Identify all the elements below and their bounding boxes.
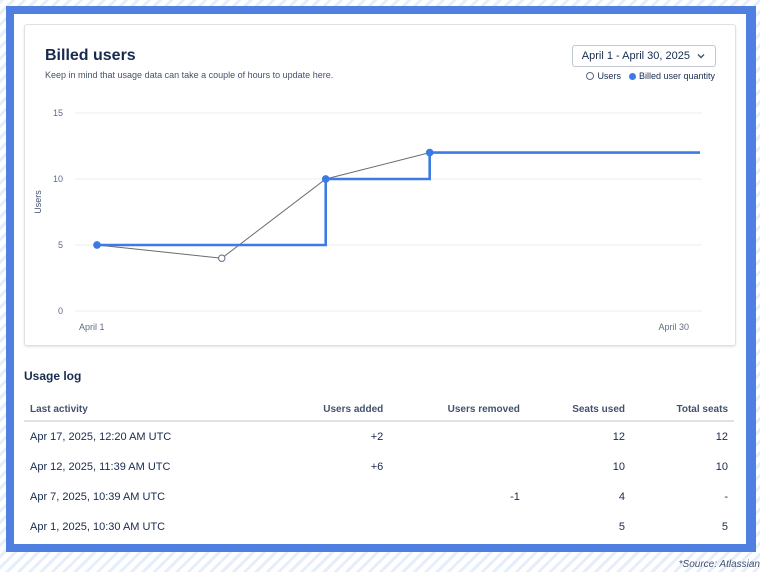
legend-item-billed[interactable]: Billed user quantity (628, 71, 715, 81)
table-row: Apr 1, 2025, 10:30 AM UTC 5 5 (24, 512, 734, 542)
table-row: Apr 12, 2025, 11:39 AM UTC +6 10 10 (24, 452, 734, 482)
x-tick-label: April 30 (658, 322, 689, 332)
column-header: Users removed (389, 398, 526, 422)
card-title: Billed users (45, 47, 136, 64)
table-cell: 10 (715, 461, 728, 473)
billed-users-chart: 0 5 10 15 Users April 1 April 30 (33, 108, 702, 332)
column-header: Last activity (24, 398, 273, 422)
legend-label: Billed user quantity (638, 71, 715, 81)
data-point-users (218, 254, 226, 262)
series-line-users (96, 152, 430, 259)
column-header: Seats used (525, 398, 631, 422)
legend-label: Users (597, 71, 621, 81)
table-cell (272, 512, 389, 542)
billed-users-card: Billed users Keep in mind that usage dat… (24, 24, 736, 346)
y-tick-label: 0 (58, 306, 63, 316)
column-header: Users added (272, 398, 390, 422)
data-point-billed (321, 175, 330, 183)
y-tick-label: 5 (58, 240, 63, 250)
y-axis-label: Users (33, 190, 43, 214)
table-row: Apr 17, 2025, 12:20 AM UTC +2 12 12 (24, 421, 734, 452)
table-cell: 12 (612, 431, 625, 443)
table-cell (272, 482, 389, 512)
y-tick-label: 15 (53, 108, 63, 118)
table-cell: -1 (510, 491, 520, 503)
filled-circle-icon (628, 72, 636, 80)
table-cell: +6 (370, 461, 384, 473)
source-caption: *Source: Atlassian (678, 559, 760, 570)
card-subtitle: Keep in mind that usage data can take a … (45, 70, 334, 80)
usage-log-table: Last activity Users added Users removed Sea… (24, 398, 734, 542)
table-cell (389, 421, 526, 452)
chevron-down-icon (697, 54, 705, 59)
data-point-billed (93, 241, 101, 249)
data-point-billed (425, 148, 434, 157)
table-cell (389, 512, 526, 542)
open-circle-icon (586, 72, 595, 80)
table-cell: Apr 17, 2025, 12:20 AM UTC (30, 431, 172, 443)
table-cell: 5 (721, 521, 728, 533)
table-cell: 4 (618, 491, 625, 503)
table-row: Apr 7, 2025, 10:39 AM UTC -1 4 - (24, 482, 734, 512)
table-cell: 5 (618, 521, 625, 533)
table-cell: +2 (370, 431, 384, 443)
legend-item-users[interactable]: Users (586, 71, 621, 81)
y-tick-label: 10 (53, 174, 63, 184)
table-cell: Apr 7, 2025, 10:39 AM UTC (30, 491, 166, 503)
table-cell (389, 452, 526, 482)
table-body: Apr 17, 2025, 12:20 AM UTC +2 12 12 Apr 12, … (24, 421, 734, 542)
date-range-dropdown[interactable]: April 1 - April 30, 2025 (571, 45, 716, 67)
column-header: Total seats (631, 398, 734, 422)
table-cell: Apr 12, 2025, 11:39 AM UTC (30, 461, 171, 473)
chart-legend: Users Billed user quantity (586, 71, 715, 81)
table-cell: Apr 1, 2025, 10:30 AM UTC (30, 521, 166, 533)
table-cell: - (724, 491, 728, 503)
series-line-billed (97, 151, 700, 247)
x-tick-label: April 1 (79, 322, 105, 332)
usage-log-title: Usage log (24, 369, 82, 383)
table-header-row: Last activity Users added Users removed Sea… (24, 398, 734, 422)
table-cell: 12 (715, 431, 728, 443)
date-range-label: April 1 - April 30, 2025 (581, 50, 690, 62)
table-cell: 10 (612, 461, 625, 473)
